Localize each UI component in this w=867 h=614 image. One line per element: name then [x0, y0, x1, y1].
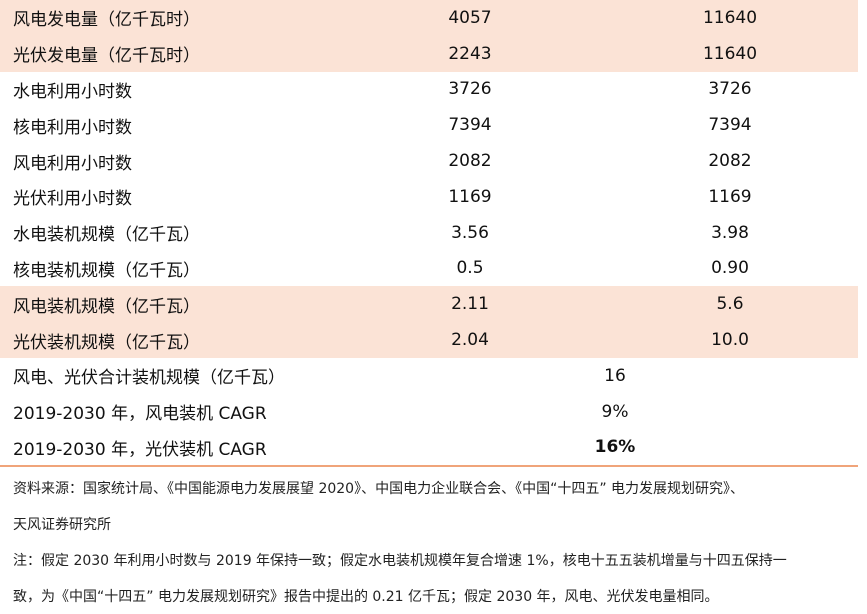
- value-2030: 10.0: [711, 330, 749, 351]
- table-row: 风电、光伏合计装机规模（亿千瓦） 16: [0, 358, 858, 394]
- table-notes: 资料来源：国家统计局、《中国能源电力发展展望 2020》、中国电力企业联合会、《…: [13, 470, 863, 614]
- row-label: 核电装机规模（亿千瓦）: [13, 260, 200, 281]
- source-line: 天风证券研究所: [13, 517, 111, 533]
- table-row: 风电发电量（亿千瓦时） 4057 11640: [0, 0, 858, 36]
- value-2030: 1169: [708, 186, 752, 207]
- row-label: 水电装机规模（亿千瓦）: [13, 225, 200, 246]
- note-line: 注：假定 2030 年利用小时数与 2019 年保持一致；假定水电装机规模年复合…: [13, 553, 787, 569]
- value-2019: 0.5: [456, 258, 484, 279]
- value-2019: 2082: [448, 151, 492, 172]
- table-row: 光伏装机规模（亿千瓦） 2.04 10.0: [0, 322, 858, 358]
- row-label: 风电装机规模（亿千瓦）: [13, 296, 200, 317]
- row-label: 光伏利用小时数: [13, 189, 132, 210]
- table-row: 核电利用小时数 7394 7394: [0, 107, 858, 143]
- source-line: 资料来源：国家统计局、《中国能源电力发展展望 2020》、中国电力企业联合会、《…: [13, 481, 745, 497]
- table-row: 水电利用小时数 3726 3726: [0, 72, 858, 108]
- row-label: 风电发电量（亿千瓦时）: [13, 10, 200, 31]
- value-2030: 3.98: [711, 222, 749, 243]
- row-label: 核电利用小时数: [13, 117, 132, 138]
- value-2019: 7394: [448, 115, 492, 136]
- row-label: 光伏发电量（亿千瓦时）: [13, 46, 200, 67]
- table-row: 核电装机规模（亿千瓦） 0.5 0.90: [0, 251, 858, 287]
- value-2019: 3.56: [451, 222, 489, 243]
- table-row: 2019-2030 年，光伏装机 CAGR 16%: [0, 430, 858, 466]
- row-label: 风电利用小时数: [13, 153, 132, 174]
- table-row: 光伏发电量（亿千瓦时） 2243 11640: [0, 35, 858, 72]
- value-2019: 1169: [448, 186, 492, 207]
- table-row: 水电装机规模（亿千瓦） 3.56 3.98: [0, 215, 858, 251]
- value-2019: 3726: [448, 79, 492, 100]
- value-2019: 4057: [448, 7, 492, 28]
- value-2019: 2243: [448, 43, 492, 64]
- value-2030: 11640: [702, 7, 758, 28]
- merged-value: 16: [604, 365, 626, 386]
- row-label: 风电、光伏合计装机规模（亿千瓦）: [13, 368, 285, 389]
- row-label: 光伏装机规模（亿千瓦）: [13, 332, 200, 353]
- value-2030: 2082: [708, 151, 752, 172]
- table-row: 风电装机规模（亿千瓦） 2.11 5.6: [0, 286, 858, 323]
- row-label: 2019-2030 年，风电装机 CAGR: [13, 404, 267, 425]
- value-2030: 0.90: [711, 258, 749, 279]
- value-2019: 2.04: [451, 330, 489, 351]
- value-2030: 11640: [702, 43, 758, 64]
- row-label: 2019-2030 年，光伏装机 CAGR: [13, 439, 267, 460]
- data-table: 风电发电量（亿千瓦时） 4057 11640 光伏发电量（亿千瓦时） 2243 …: [0, 0, 858, 466]
- table-divider: [0, 465, 858, 467]
- table-row: 风电利用小时数 2082 2082: [0, 143, 858, 179]
- table-row: 光伏利用小时数 1169 1169: [0, 179, 858, 215]
- value-2019: 2.11: [451, 294, 489, 315]
- value-2030: 7394: [708, 115, 752, 136]
- merged-value: 9%: [601, 401, 629, 422]
- value-2030: 5.6: [716, 294, 744, 315]
- note-line: 致，为《中国“十四五” 电力发展规划研究》报告中提出的 0.21 亿千瓦；假定 …: [13, 589, 719, 605]
- row-label: 水电利用小时数: [13, 81, 132, 102]
- table-row: 2019-2030 年，风电装机 CAGR 9%: [0, 394, 858, 430]
- value-2030: 3726: [708, 79, 752, 100]
- merged-value: 16%: [594, 437, 636, 458]
